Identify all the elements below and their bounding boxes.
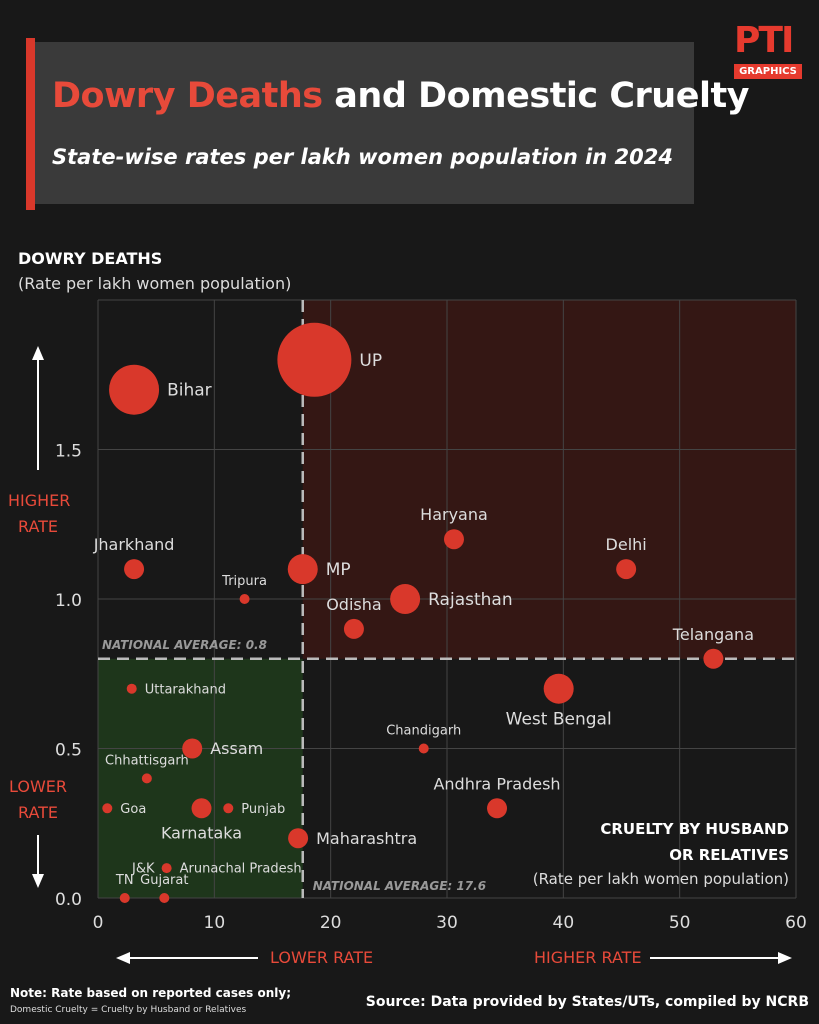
point-label: Maharashtra — [316, 829, 417, 848]
point-label: Jharkhand — [93, 535, 175, 554]
right-arrow-head — [778, 952, 792, 964]
point-haryana — [443, 529, 464, 550]
point-west-bengal — [543, 673, 574, 704]
point-chhattisgarh — [141, 773, 152, 784]
point-label: Delhi — [606, 535, 647, 554]
point-label: Chhattisgarh — [105, 753, 189, 768]
point-arunachal-pradesh — [161, 863, 172, 874]
point-maharashtra — [288, 828, 309, 849]
y-lower-rate-label: LOWER RATE — [8, 774, 68, 826]
x-tick-label: 10 — [204, 913, 226, 933]
y-higher-line-2: RATE — [17, 517, 59, 536]
point-label: Haryana — [420, 505, 488, 524]
x-tick-label: 40 — [553, 913, 575, 933]
point-jharkhand — [124, 559, 145, 580]
point-karnataka — [191, 798, 212, 819]
point-assam — [182, 738, 203, 759]
y-higher-line-1: HIGHER — [8, 491, 71, 510]
point-chandigarh — [418, 743, 429, 754]
y-lower-line-1: LOWER — [9, 777, 67, 796]
point-label: Rajasthan — [428, 590, 513, 610]
point-telangana — [703, 648, 724, 669]
x-tick-label: 0 — [93, 913, 104, 933]
point-label: Karnataka — [161, 823, 242, 842]
point-bihar — [109, 364, 160, 415]
point-label: UP — [359, 351, 382, 371]
point-label: TN — [115, 873, 134, 888]
x-tick-label: 20 — [320, 913, 342, 933]
point-label: MP — [326, 560, 351, 580]
point-tripura — [239, 594, 250, 604]
national-average-x-label: NATIONAL AVERAGE: 17.6 — [313, 879, 486, 893]
x-axis-title: CRUELTY BY HUSBAND OR RELATIVES — [529, 816, 789, 868]
x-tick-label: 30 — [436, 913, 458, 933]
point-label: Chandigarh — [386, 724, 461, 739]
point-uttarakhand — [126, 683, 137, 694]
point-label: J&K — [131, 862, 155, 877]
title-rest: and Domestic Cruelty — [322, 76, 749, 116]
chart-title: Dowry Deaths and Domestic Cruelty — [52, 76, 750, 116]
title-panel — [26, 42, 694, 204]
point-label: Assam — [210, 739, 263, 758]
up-arrow-head — [32, 346, 44, 360]
x-tick-label: 50 — [669, 913, 691, 933]
low-risk-quadrant — [98, 658, 303, 898]
point-rajasthan — [390, 584, 421, 614]
title-accent-bar — [26, 38, 35, 210]
point-label: Uttarakhand — [145, 682, 226, 697]
logo-text: PTI — [734, 20, 794, 61]
left-arrow-head — [116, 952, 130, 964]
y-tick-label: 1.5 — [55, 442, 82, 462]
point-label: Goa — [120, 802, 146, 817]
point-label: West Bengal — [506, 710, 612, 730]
y-tick-label: 1.0 — [55, 591, 82, 611]
point-label: Gujarat — [140, 873, 188, 888]
point-label: Odisha — [326, 595, 381, 614]
x-axis-title-line-2: OR RELATIVES — [669, 846, 789, 864]
x-axis-subtitle: (Rate per lakh women population) — [532, 870, 789, 888]
y-axis-subtitle: (Rate per lakh women population) — [18, 274, 292, 293]
y-axis-title: DOWRY DEATHS — [18, 249, 163, 268]
point-goa — [102, 803, 113, 814]
x-higher-rate-label: HIGHER RATE — [534, 948, 642, 967]
logo-subtext: GRAPHICS — [734, 64, 802, 79]
title-highlight: Dowry Deaths — [52, 76, 323, 116]
x-axis-title-line-1: CRUELTY BY HUSBAND — [600, 820, 789, 838]
y-higher-rate-label: HIGHER RATE — [8, 488, 71, 540]
point-punjab — [223, 803, 234, 814]
y-tick-label: 0.0 — [55, 890, 82, 910]
x-lower-rate-label: LOWER RATE — [270, 948, 374, 967]
y-tick-label: 0.5 — [55, 741, 82, 761]
point-label: Tripura — [221, 574, 267, 589]
source-credit: Source: Data provided by States/UTs, com… — [365, 994, 809, 1010]
point-up — [277, 322, 352, 397]
down-arrow-head — [32, 874, 44, 888]
national-average-y-label: NATIONAL AVERAGE: 0.8 — [102, 638, 267, 652]
point-delhi — [616, 559, 637, 580]
point-label: Punjab — [241, 802, 285, 817]
point-label: Bihar — [167, 381, 212, 401]
y-lower-line-2: RATE — [17, 803, 59, 822]
point-label: Telangana — [672, 625, 754, 644]
point-gujarat — [159, 893, 170, 903]
chart-subtitle: State-wise rates per lakh women populati… — [52, 145, 673, 169]
point-mp — [287, 554, 318, 585]
point-andhra-pradesh — [487, 798, 508, 819]
point-label: Arunachal Pradesh — [180, 862, 302, 877]
pti-graphics-logo: PTI GRAPHICS — [734, 22, 802, 80]
footnote: Note: Rate based on reported cases only; — [10, 986, 292, 1000]
point-tn — [119, 893, 130, 903]
x-tick-label: 60 — [785, 913, 807, 933]
footnote-definition: Domestic Cruelty = Cruelty by Husband or… — [10, 1005, 247, 1015]
point-label: Andhra Pradesh — [433, 774, 560, 793]
point-odisha — [343, 618, 364, 639]
